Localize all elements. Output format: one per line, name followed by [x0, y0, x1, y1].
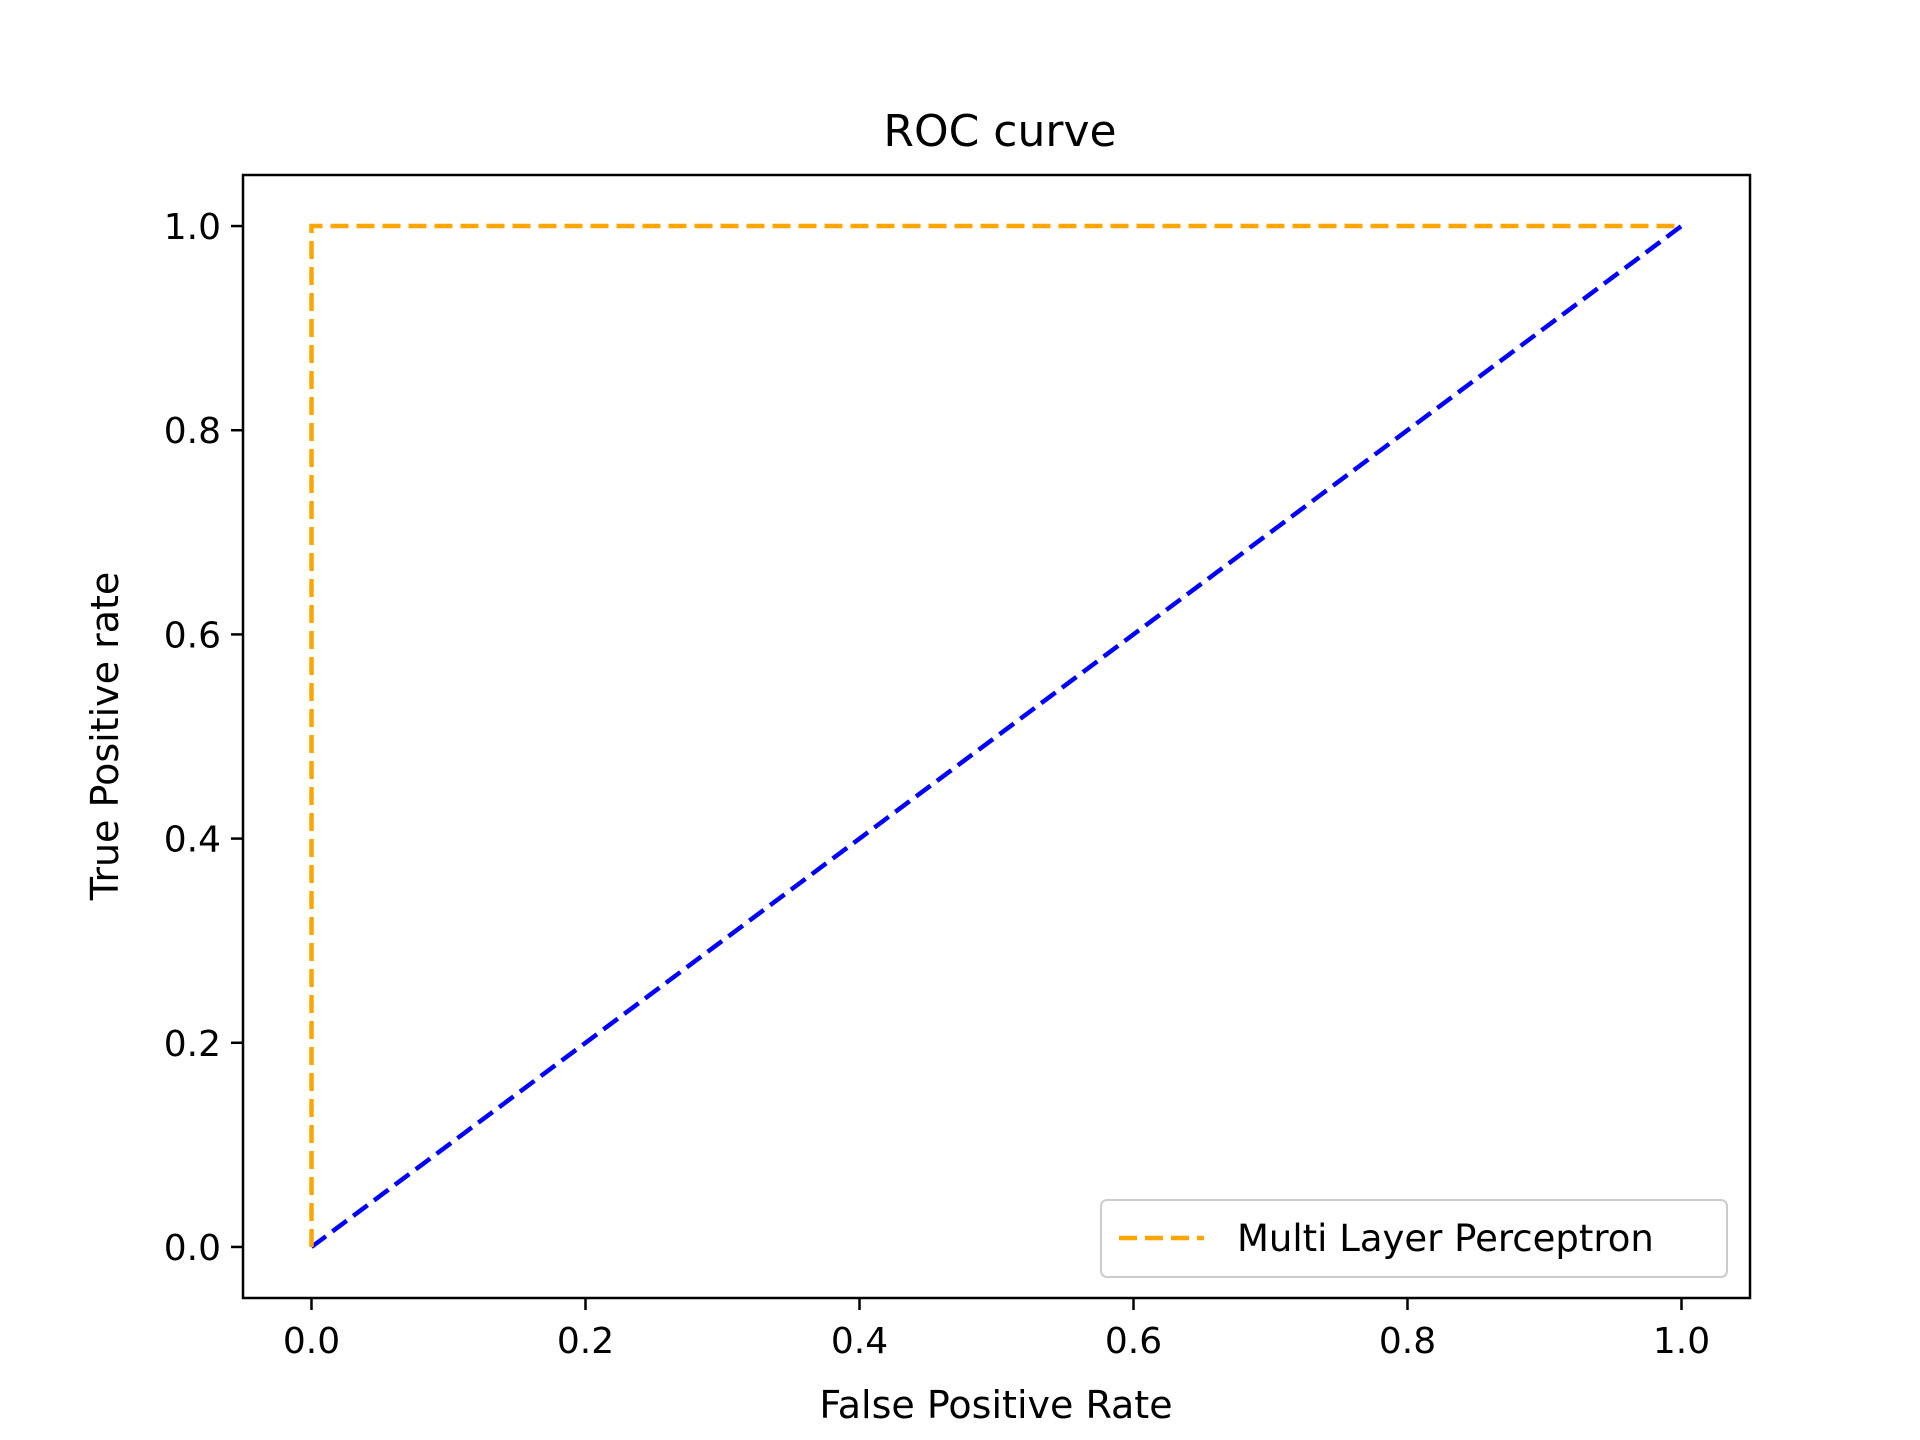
legend-box: [1100, 1199, 1728, 1278]
x-tick-label: 0.6: [1105, 1321, 1162, 1362]
legend-label: Multi Layer Perceptron: [1237, 1217, 1654, 1260]
plot-frame: [241, 173, 1752, 1300]
x-axis-title: False Positive Rate: [819, 1383, 1172, 1427]
x-tick-label: 0.4: [831, 1321, 888, 1362]
series-line-1: [310, 224, 1683, 1249]
x-tick-label: 0.0: [283, 1321, 340, 1362]
x-tick-label: 0.2: [557, 1321, 614, 1362]
legend: Multi Layer Perceptron: [1100, 1199, 1728, 1278]
series-line-0: [309, 223, 1682, 1247]
series-layer: [309, 223, 1683, 1249]
y-tick-label: 0.2: [164, 1024, 221, 1065]
y-axis-title: True Positive rate: [83, 572, 127, 902]
y-tick-label: 0.4: [164, 820, 221, 861]
y-tick-label: 1.0: [164, 207, 221, 248]
x-tick-label: 0.8: [1379, 1321, 1436, 1362]
y-tick-label: 0.0: [164, 1228, 221, 1269]
x-tick-label: 1.0: [1653, 1321, 1710, 1362]
y-axis: 0.0 0.2 0.4 0.6 0.8 1.0: [164, 207, 243, 1269]
y-tick-label: 0.8: [164, 411, 221, 452]
y-tick-label: 0.6: [164, 615, 221, 656]
chart-title: ROC curve: [883, 106, 1116, 157]
x-axis: 0.0 0.2 0.4 0.6 0.8 1.0: [283, 1298, 1710, 1362]
